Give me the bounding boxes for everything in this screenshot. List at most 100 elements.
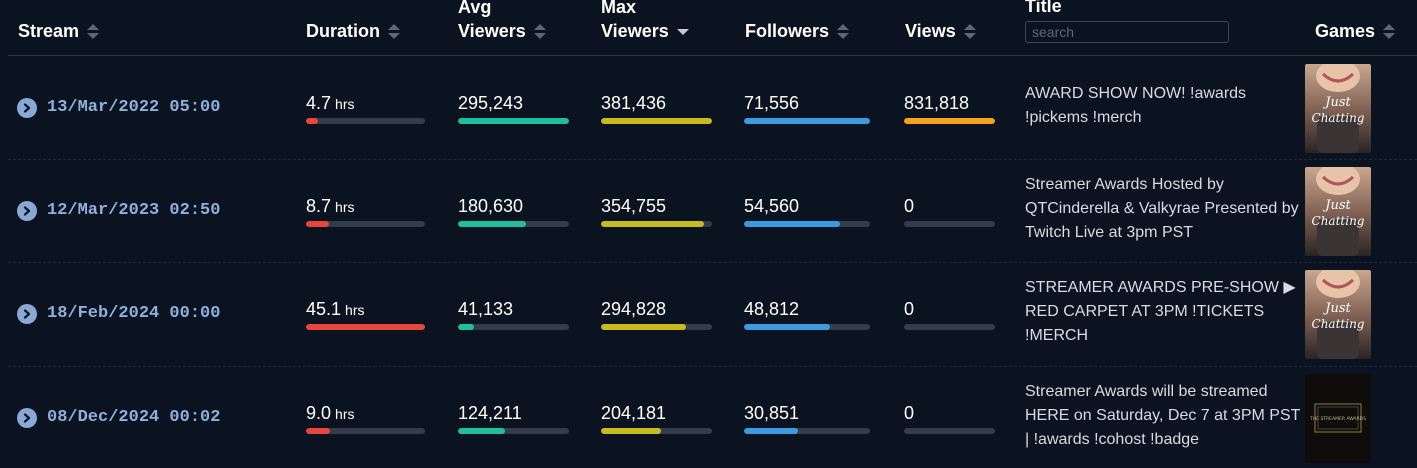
avg-viewers-value: 295,243 bbox=[458, 92, 524, 113]
max-viewers-bar bbox=[601, 323, 712, 330]
title-search-input[interactable] bbox=[1025, 21, 1229, 43]
col-header-max-viewers-line1: Max bbox=[601, 0, 637, 17]
duration-value: 4.7 hrs bbox=[306, 92, 354, 115]
max-viewers-bar bbox=[601, 117, 712, 124]
col-header-views[interactable]: Views bbox=[905, 19, 976, 43]
row-divider bbox=[8, 366, 1417, 368]
views-value: 0 bbox=[904, 195, 915, 216]
duration-value: 8.7 hrs bbox=[306, 195, 354, 218]
duration-number: 45.1 bbox=[306, 298, 342, 319]
duration-value: 9.0 hrs bbox=[306, 402, 354, 425]
max-viewers-value: 381,436 bbox=[601, 92, 667, 113]
stream-title: Streamer Awards will be streamed HERE on… bbox=[1025, 382, 1301, 448]
game-thumbnail[interactable]: Just Chatting bbox=[1305, 269, 1371, 359]
avg-viewers-bar bbox=[458, 323, 569, 330]
stream-title: Streamer Awards Hosted by QTCinderella &… bbox=[1025, 175, 1299, 241]
stream-date-link[interactable]: 12/Mar/2023 02:50 bbox=[47, 200, 221, 220]
duration-bar bbox=[306, 427, 425, 434]
avg-viewers-bar bbox=[458, 427, 569, 434]
row-divider bbox=[8, 262, 1417, 264]
views-value: 0 bbox=[904, 298, 915, 319]
game-thumbnail[interactable]: Just Chatting bbox=[1305, 63, 1371, 153]
max-viewers-value: 204,181 bbox=[601, 402, 667, 423]
views-bar bbox=[904, 220, 995, 227]
duration-number: 9.0 bbox=[306, 402, 332, 423]
followers-bar-fill bbox=[744, 117, 870, 124]
duration-bar-fill bbox=[306, 323, 425, 330]
stream-date-link[interactable]: 08/Dec/2024 00:02 bbox=[47, 407, 221, 427]
views-bar bbox=[904, 117, 995, 124]
avg-viewers-bar-fill bbox=[458, 220, 526, 227]
col-header-games-label: Games bbox=[1315, 21, 1376, 41]
max-viewers-value: 294,828 bbox=[601, 298, 667, 319]
row-divider bbox=[8, 159, 1417, 161]
avg-viewers-bar-fill bbox=[458, 117, 569, 124]
svg-text:Just: Just bbox=[1322, 95, 1351, 110]
avg-viewers-value: 41,133 bbox=[458, 298, 514, 319]
col-header-avg-viewers[interactable]: Avg Viewers bbox=[458, 0, 546, 43]
followers-value: 71,556 bbox=[744, 92, 800, 113]
sort-icon bbox=[87, 23, 100, 41]
duration-unit: hrs bbox=[345, 301, 365, 318]
sort-desc-icon bbox=[676, 23, 689, 41]
views-value: 831,818 bbox=[904, 92, 970, 113]
followers-bar bbox=[744, 427, 870, 434]
game-thumbnail[interactable]: THE STREAMER AWARDS bbox=[1305, 373, 1371, 463]
col-header-duration-label: Duration bbox=[306, 21, 380, 41]
expand-row-icon[interactable] bbox=[17, 407, 37, 428]
views-value: 0 bbox=[904, 402, 915, 423]
followers-value: 30,851 bbox=[744, 402, 800, 423]
stream-title: AWARD SHOW NOW! !awards !pickems !merch bbox=[1025, 84, 1247, 126]
duration-value: 45.1 hrs bbox=[306, 298, 365, 321]
col-header-stream[interactable]: Stream bbox=[18, 19, 100, 43]
views-bar bbox=[904, 323, 995, 330]
col-header-duration[interactable]: Duration bbox=[306, 19, 400, 43]
stream-title: STREAMER AWARDS PRE-SHOW ▶ RED CARPET AT… bbox=[1025, 278, 1296, 344]
duration-unit: hrs bbox=[335, 198, 355, 215]
col-header-title-label: Title bbox=[1025, 0, 1062, 16]
svg-text:Just: Just bbox=[1322, 301, 1351, 316]
avg-viewers-bar-fill bbox=[458, 427, 505, 434]
followers-value: 54,560 bbox=[744, 195, 800, 216]
stream-date-link[interactable]: 18/Feb/2024 00:00 bbox=[47, 303, 221, 323]
header-divider bbox=[8, 55, 1417, 56]
followers-bar bbox=[744, 220, 870, 227]
max-viewers-bar bbox=[601, 220, 712, 227]
col-header-avg-viewers-line1: Avg bbox=[458, 0, 492, 17]
col-header-stream-label: Stream bbox=[18, 21, 80, 41]
max-viewers-bar bbox=[601, 427, 712, 434]
followers-bar-fill bbox=[744, 323, 830, 330]
followers-bar-fill bbox=[744, 220, 840, 227]
followers-bar bbox=[744, 117, 870, 124]
duration-bar bbox=[306, 220, 425, 227]
svg-text:THE STREAMER AWARDS: THE STREAMER AWARDS bbox=[1309, 416, 1366, 422]
avg-viewers-value: 180,630 bbox=[458, 195, 524, 216]
sort-icon bbox=[837, 23, 850, 41]
col-header-followers-label: Followers bbox=[745, 21, 830, 41]
stream-date-link[interactable]: 13/Mar/2022 05:00 bbox=[47, 97, 221, 117]
followers-bar-fill bbox=[744, 427, 799, 434]
game-thumbnail[interactable]: Just Chatting bbox=[1305, 166, 1371, 256]
col-header-games[interactable]: Games bbox=[1315, 19, 1396, 43]
col-header-max-viewers[interactable]: Max Viewers bbox=[601, 0, 689, 43]
expand-row-icon[interactable] bbox=[17, 97, 37, 118]
max-viewers-value: 354,755 bbox=[601, 195, 667, 216]
followers-bar bbox=[744, 323, 870, 330]
svg-text:Chatting: Chatting bbox=[1312, 214, 1365, 228]
max-viewers-bar-fill bbox=[601, 117, 712, 124]
followers-value: 48,812 bbox=[744, 298, 800, 319]
expand-row-icon[interactable] bbox=[17, 303, 37, 324]
duration-unit: hrs bbox=[335, 405, 355, 422]
col-header-title: Title bbox=[1025, 0, 1062, 18]
expand-row-icon[interactable] bbox=[17, 200, 37, 221]
svg-text:Just: Just bbox=[1322, 198, 1351, 213]
sort-icon bbox=[963, 23, 976, 41]
col-header-max-viewers-line2: Viewers bbox=[601, 21, 669, 41]
avg-viewers-bar bbox=[458, 220, 569, 227]
col-header-avg-viewers-line2: Viewers bbox=[458, 21, 526, 41]
avg-viewers-bar-fill bbox=[458, 323, 474, 330]
svg-text:Chatting: Chatting bbox=[1312, 317, 1365, 331]
duration-bar-fill bbox=[306, 220, 329, 227]
max-viewers-bar-fill bbox=[601, 323, 687, 330]
col-header-followers[interactable]: Followers bbox=[745, 19, 850, 43]
